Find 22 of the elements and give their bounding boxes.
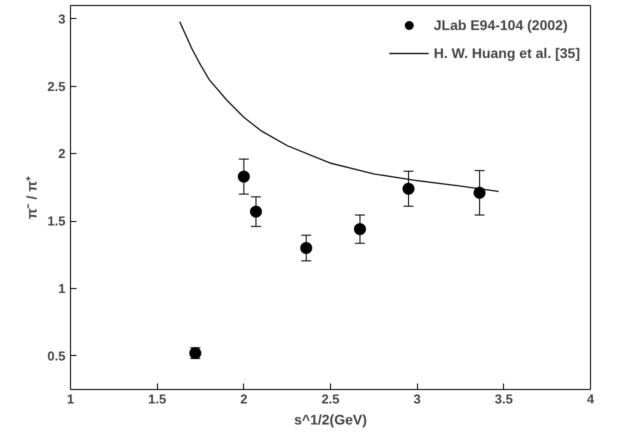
y-tick-label: 3	[58, 11, 66, 26]
point	[474, 186, 486, 199]
point	[300, 242, 312, 254]
y-tick-label: 0.5	[47, 348, 66, 364]
y-tick-label: 2.5	[47, 78, 66, 94]
point	[402, 182, 414, 195]
point	[250, 206, 262, 218]
y-tick-label: 2	[58, 146, 66, 162]
y-axis-title: π⁻ / π⁺	[23, 176, 40, 220]
y-tick-label: 1.5	[47, 214, 66, 229]
x-tick-label: 1.5	[148, 392, 166, 406]
x-axis-title: s^1/2(GeV)	[294, 412, 367, 428]
x-tick-label: 2	[240, 392, 248, 406]
x-tick-label: 3	[414, 392, 421, 406]
legend-label: JLab E94-104 (2002)	[434, 17, 568, 33]
legend-label: H. W. Huang et al. [35]	[434, 45, 580, 61]
y-tick-label: 1	[58, 280, 66, 296]
x-tick-label: 3.5	[494, 392, 513, 406]
x-tick-label: 4	[586, 392, 595, 406]
x-tick-label: 2.5	[321, 392, 340, 406]
point	[238, 170, 250, 183]
point	[354, 223, 366, 236]
